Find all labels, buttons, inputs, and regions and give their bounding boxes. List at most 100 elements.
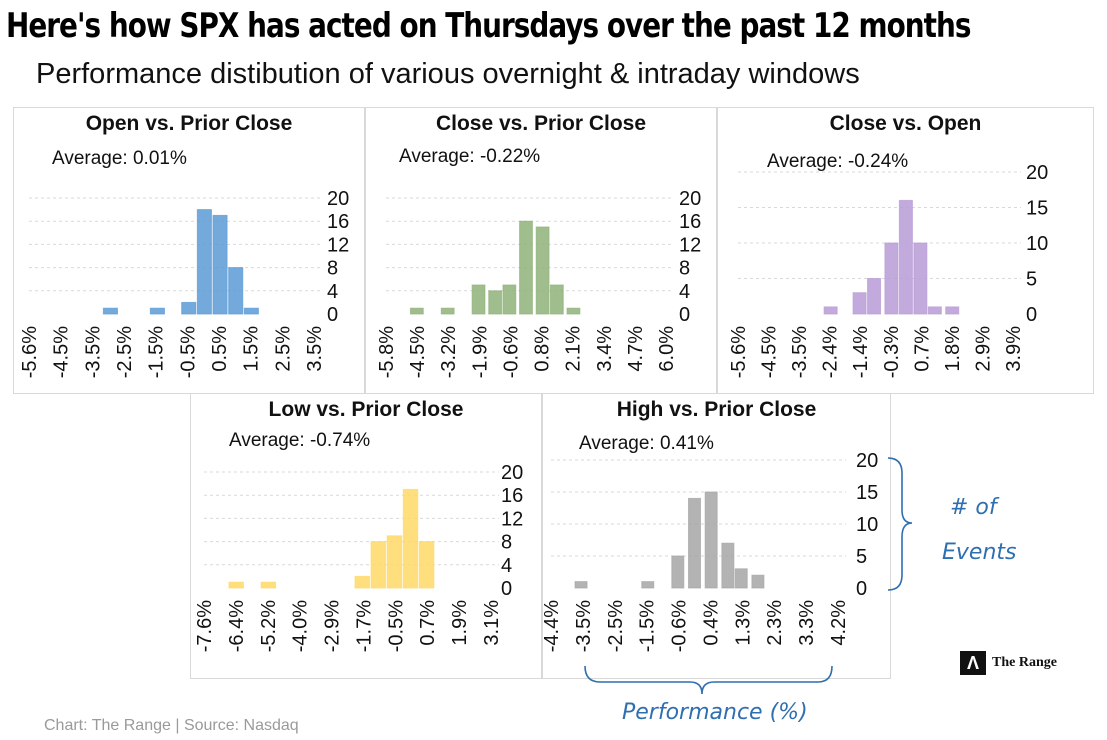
- y-tick-label: 0: [501, 578, 512, 600]
- average-value: -0.74%: [309, 430, 371, 451]
- histogram-bar: [671, 555, 685, 589]
- y-tick-label: 16: [327, 211, 349, 233]
- histogram-bar: [734, 568, 748, 589]
- x-tick-label: 4.7%: [625, 326, 647, 372]
- x-tick-label: 2.9%: [972, 326, 994, 372]
- x-tick-label: -0.5%: [177, 326, 199, 378]
- x-tick-label: -3.5%: [573, 600, 595, 652]
- x-tick-label: 0.5%: [209, 326, 231, 372]
- x-tick-label: 2.3%: [764, 600, 786, 646]
- y-tick-label: 0: [679, 304, 690, 326]
- histogram-bar: [260, 581, 277, 589]
- y-tick-label: 20: [679, 188, 701, 210]
- x-tick-label: 3.3%: [796, 600, 818, 646]
- histogram-bar: [704, 491, 718, 589]
- histogram-bar: [149, 307, 165, 315]
- x-tick-label: -6.4%: [226, 600, 248, 652]
- histogram-bar: [519, 220, 533, 315]
- average-label: Average:: [52, 148, 128, 169]
- average-label: Average:: [229, 430, 305, 451]
- page-subtitle: Performance distibution of various overn…: [36, 58, 860, 90]
- x-tick-label: 1.9%: [449, 600, 471, 646]
- y-tick-label: 20: [501, 462, 523, 484]
- y-tick-label: 4: [327, 281, 338, 303]
- histogram-bar: [852, 292, 867, 315]
- x-tick-label: -3.5%: [82, 326, 104, 378]
- histogram-bar: [402, 488, 419, 589]
- y-tick-label: 10: [1026, 233, 1048, 255]
- x-tick-label: 6.0%: [656, 326, 678, 372]
- x-tick-label: -1.4%: [850, 326, 872, 378]
- y-tick-label: 12: [679, 234, 701, 256]
- panel-close-vs-open: Close vs. Open Average: -0.24% 0 5 10 15 20 -…: [717, 107, 1094, 394]
- histogram-bar: [945, 306, 960, 315]
- histogram-chart: 0 5 10 15 20 -5.6% -4.5% -3.5% -2.4% -1.4% -0.3% 0.…: [728, 162, 1048, 378]
- histogram-bar: [751, 574, 765, 589]
- y-tick-label: 4: [501, 555, 512, 577]
- x-tick-label: 3.4%: [594, 326, 616, 372]
- histogram-bar: [884, 242, 899, 315]
- chart-title: Close vs. Open: [829, 112, 982, 135]
- histogram-bar: [687, 497, 702, 589]
- x-tick-label: 2.5%: [272, 326, 294, 372]
- chart-average: Average: -0.24%: [767, 151, 908, 173]
- histogram-bar: [386, 535, 403, 589]
- histogram-bar: [354, 575, 370, 589]
- panel-high-vs-prior-close: High vs. Prior Close Average: 0.41% 0 5 10…: [541, 393, 891, 679]
- x-tick-label: 0.7%: [417, 600, 439, 646]
- y-tick-label: 20: [1026, 162, 1048, 184]
- histogram-bar: [409, 307, 424, 315]
- y-tick-label: 15: [1026, 198, 1048, 220]
- chart-average: Average: 0.01%: [52, 148, 187, 170]
- x-tick-label: 1.3%: [732, 600, 754, 646]
- y-tick-label: 16: [501, 485, 523, 507]
- histogram-bar: [535, 226, 550, 315]
- x-tick-label: -0.3%: [881, 326, 903, 378]
- x-tick-label: -4.5%: [407, 326, 429, 378]
- performance-annotation: Performance (%): [622, 700, 808, 725]
- histogram-bar: [867, 278, 882, 315]
- source-footer: Chart: The Range | Source: Nasdaq: [44, 717, 299, 734]
- histogram-chart: 0 5 10 15 20 -4.4% -3.5% -2.5% -1.5% -0.6% 0.4% 1.3…: [541, 450, 878, 652]
- x-tick-label: -4.4%: [541, 600, 563, 652]
- events-bracket: [887, 457, 913, 591]
- x-tick-label: -1.5%: [637, 600, 659, 652]
- y-tick-label: 20: [327, 188, 349, 210]
- x-tick-label: 1.8%: [942, 326, 964, 372]
- x-tick-label: 0.4%: [700, 600, 722, 646]
- y-tick-label: 8: [327, 258, 338, 280]
- x-tick-label: 3.1%: [481, 600, 503, 646]
- histogram-bar: [102, 307, 118, 315]
- events-annotation-line2: Events: [942, 540, 1017, 565]
- y-tick-label: 8: [679, 258, 690, 280]
- histogram-bar: [574, 581, 588, 589]
- chart-title: Low vs. Prior Close: [268, 398, 464, 421]
- performance-bracket: [584, 665, 833, 695]
- y-tick-label: 12: [327, 234, 349, 256]
- histogram-bar: [898, 199, 913, 315]
- logo-text: The Range: [992, 655, 1057, 670]
- histogram-bar: [488, 290, 503, 315]
- x-tick-label: -1.5%: [146, 326, 168, 378]
- x-tick-label: -3.5%: [789, 326, 811, 378]
- x-tick-label: -4.5%: [51, 326, 73, 378]
- x-tick-label: -1.7%: [353, 600, 375, 652]
- histogram-bar: [228, 581, 244, 589]
- histogram-bar: [196, 209, 212, 315]
- page-title: Here's how SPX has acted on Thursdays ov…: [6, 6, 971, 46]
- y-tick-label: 20: [856, 450, 878, 472]
- y-tick-label: 0: [1026, 304, 1037, 326]
- y-tick-label: 4: [679, 281, 690, 303]
- x-tick-label: 1.5%: [241, 326, 263, 372]
- x-tick-label: -5.6%: [728, 326, 750, 378]
- x-tick-label: -0.5%: [385, 600, 407, 652]
- histogram-bar: [721, 542, 735, 589]
- chart-title: High vs. Prior Close: [616, 398, 817, 421]
- x-tick-label: -3.2%: [438, 326, 460, 378]
- x-tick-label: 3.9%: [1003, 326, 1025, 372]
